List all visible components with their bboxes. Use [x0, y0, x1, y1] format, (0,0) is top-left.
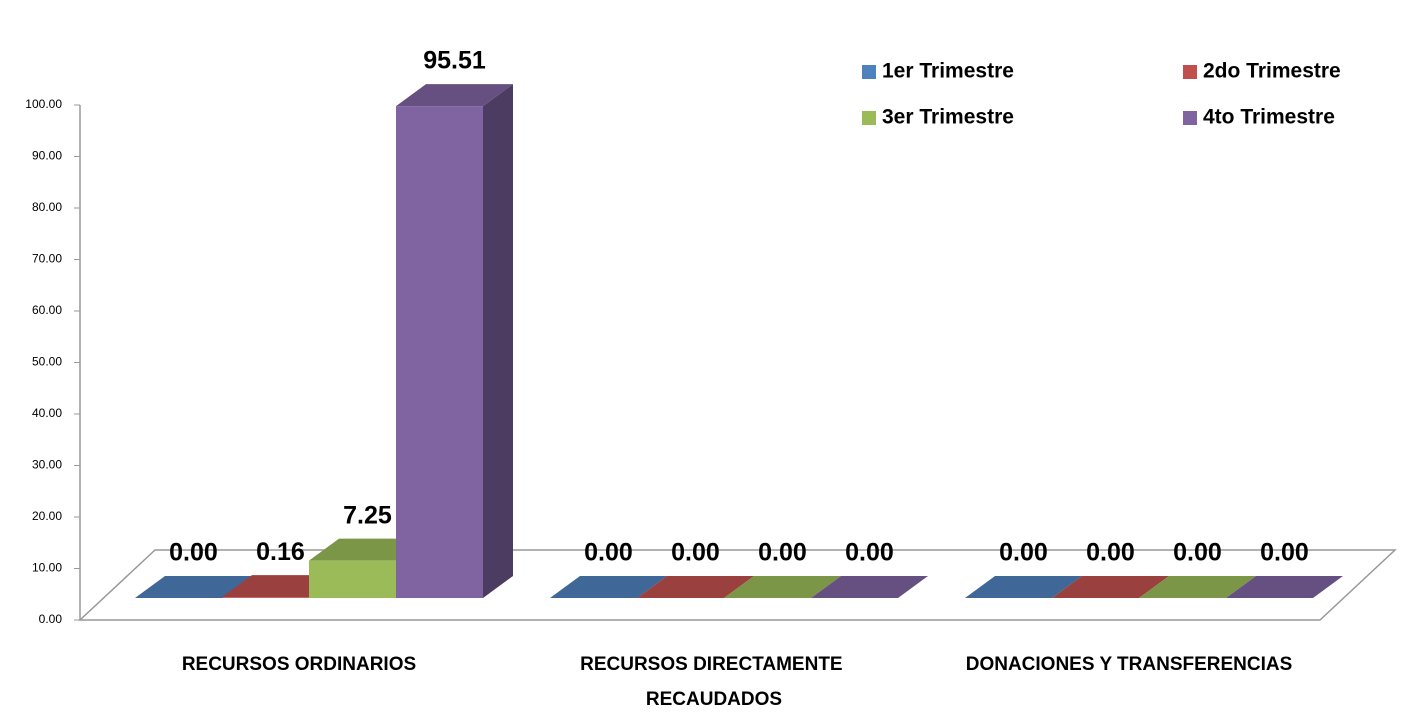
y-tick-label: 70.00 [32, 252, 62, 266]
data-label: 7.25 [343, 501, 392, 529]
y-tick-label: 20.00 [32, 509, 62, 523]
data-label: 0.16 [256, 538, 305, 566]
data-label: 0.00 [584, 539, 633, 567]
data-label: 0.00 [845, 539, 894, 567]
legend-swatch [862, 65, 876, 79]
bar [396, 106, 483, 598]
y-tick-label: 10.00 [32, 561, 62, 575]
bar-top [1139, 576, 1256, 598]
x-tick-label: RECURSOS ORDINARIOS [182, 654, 416, 675]
bar [309, 560, 396, 598]
bar-side [483, 84, 513, 599]
x-tick-label: DONACIONES Y TRANSFERENCIAS [966, 654, 1293, 675]
data-label: 0.00 [1260, 539, 1309, 567]
x-tick-label: RECURSOS DIRECTAMENTE RECAUDADOS [580, 654, 848, 710]
y-tick-label: 80.00 [32, 200, 62, 214]
data-label: 95.51 [423, 47, 486, 75]
y-tick-label: 0.00 [39, 612, 63, 626]
bar-top [396, 84, 513, 107]
y-tick-label: 40.00 [32, 406, 62, 420]
bar-top [724, 576, 841, 598]
legend-label: 3er Trimestre [882, 106, 1014, 129]
bar [222, 597, 309, 598]
data-label: 0.00 [1173, 539, 1222, 567]
y-tick-label: 90.00 [32, 149, 62, 163]
y-tick-label: 100.00 [25, 97, 62, 111]
bar-top [135, 576, 252, 598]
y-tick-label: 30.00 [32, 458, 62, 472]
legend-label: 1er Trimestre [882, 60, 1014, 83]
y-tick-label: 60.00 [32, 303, 62, 317]
data-label: 0.00 [169, 539, 218, 567]
bar-top [965, 576, 1082, 598]
data-label: 0.00 [671, 539, 720, 567]
legend-label: 2do Trimestre [1203, 60, 1341, 83]
bar-top [811, 576, 928, 598]
bar-top [637, 576, 754, 598]
bar-top [550, 576, 667, 598]
legend-swatch [1183, 111, 1197, 125]
y-tick-label: 50.00 [32, 355, 62, 369]
bar-top [1226, 576, 1343, 598]
bar-top [1052, 576, 1169, 598]
data-label: 0.00 [758, 539, 807, 567]
legend-label: 4to Trimestre [1203, 106, 1335, 129]
legend-swatch [1183, 65, 1197, 79]
legend-swatch [862, 111, 876, 125]
data-label: 0.00 [1086, 539, 1135, 567]
data-label: 0.00 [999, 539, 1048, 567]
